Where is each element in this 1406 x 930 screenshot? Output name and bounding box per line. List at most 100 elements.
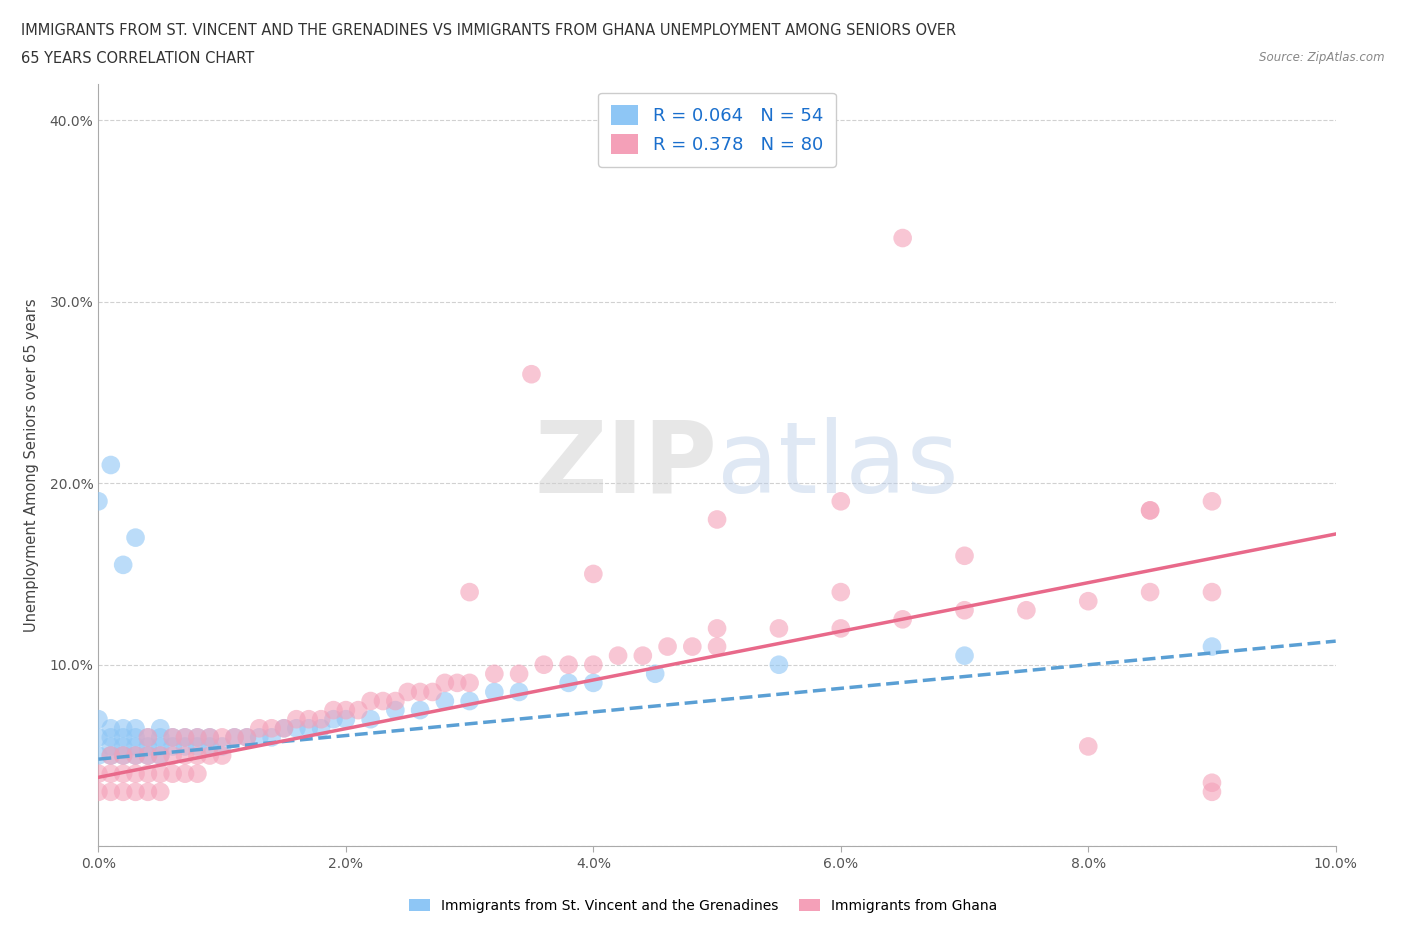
Point: [162, 748, 184, 763]
Point: [371, 694, 394, 709]
Point: [112, 748, 135, 763]
Point: [198, 739, 221, 754]
Point: [582, 675, 605, 690]
Point: [273, 721, 295, 736]
Point: [247, 730, 270, 745]
Point: [298, 721, 321, 736]
Point: [174, 739, 197, 754]
Point: [112, 766, 135, 781]
Point: [433, 694, 456, 709]
Point: [112, 557, 135, 572]
Point: [953, 648, 976, 663]
Point: [149, 721, 172, 736]
Point: [87, 784, 110, 799]
Point: [582, 658, 605, 672]
Point: [830, 621, 852, 636]
Point: [360, 711, 382, 726]
Point: [124, 730, 146, 745]
Point: [830, 494, 852, 509]
Point: [112, 748, 135, 763]
Point: [174, 748, 197, 763]
Point: [273, 721, 295, 736]
Point: [260, 721, 283, 736]
Point: [236, 730, 259, 745]
Point: [1201, 776, 1223, 790]
Point: [136, 730, 159, 745]
Point: [186, 730, 208, 745]
Point: [433, 675, 456, 690]
Legend: Immigrants from St. Vincent and the Grenadines, Immigrants from Ghana: Immigrants from St. Vincent and the Gren…: [404, 894, 1002, 919]
Point: [953, 603, 976, 618]
Point: [174, 730, 197, 745]
Point: [149, 739, 172, 754]
Point: [557, 675, 579, 690]
Point: [87, 766, 110, 781]
Point: [87, 711, 110, 726]
Point: [1015, 603, 1038, 618]
Point: [396, 684, 419, 699]
Point: [309, 721, 332, 736]
Point: [224, 730, 246, 745]
Point: [136, 784, 159, 799]
Point: [100, 730, 122, 745]
Point: [186, 748, 208, 763]
Legend: R = 0.064   N = 54, R = 0.378   N = 80: R = 0.064 N = 54, R = 0.378 N = 80: [599, 93, 835, 166]
Point: [224, 730, 246, 745]
Point: [1201, 639, 1223, 654]
Point: [174, 730, 197, 745]
Point: [508, 667, 530, 682]
Point: [186, 739, 208, 754]
Point: [1201, 494, 1223, 509]
Point: [557, 658, 579, 672]
Point: [124, 530, 146, 545]
Point: [458, 694, 481, 709]
Point: [360, 694, 382, 709]
Point: [1139, 503, 1161, 518]
Point: [347, 703, 370, 718]
Point: [891, 231, 914, 246]
Point: [162, 730, 184, 745]
Point: [198, 748, 221, 763]
Point: [458, 675, 481, 690]
Point: [124, 739, 146, 754]
Point: [1139, 585, 1161, 600]
Point: [112, 784, 135, 799]
Y-axis label: Unemployment Among Seniors over 65 years: Unemployment Among Seniors over 65 years: [24, 299, 38, 631]
Point: [136, 766, 159, 781]
Point: [136, 730, 159, 745]
Point: [186, 730, 208, 745]
Point: [124, 766, 146, 781]
Point: [309, 711, 332, 726]
Point: [458, 585, 481, 600]
Point: [162, 739, 184, 754]
Point: [124, 748, 146, 763]
Point: [100, 748, 122, 763]
Text: Source: ZipAtlas.com: Source: ZipAtlas.com: [1260, 51, 1385, 64]
Text: IMMIGRANTS FROM ST. VINCENT AND THE GRENADINES VS IMMIGRANTS FROM GHANA UNEMPLOY: IMMIGRANTS FROM ST. VINCENT AND THE GREN…: [21, 23, 956, 38]
Point: [162, 730, 184, 745]
Point: [211, 739, 233, 754]
Point: [124, 748, 146, 763]
Point: [508, 684, 530, 699]
Point: [198, 730, 221, 745]
Point: [644, 667, 666, 682]
Point: [124, 721, 146, 736]
Point: [87, 730, 110, 745]
Text: atlas: atlas: [717, 417, 959, 513]
Point: [891, 612, 914, 627]
Point: [706, 512, 728, 527]
Point: [384, 703, 406, 718]
Point: [136, 748, 159, 763]
Point: [174, 766, 197, 781]
Point: [100, 739, 122, 754]
Point: [681, 639, 703, 654]
Point: [112, 739, 135, 754]
Point: [520, 366, 543, 381]
Point: [87, 494, 110, 509]
Point: [136, 739, 159, 754]
Point: [236, 730, 259, 745]
Point: [149, 766, 172, 781]
Point: [149, 748, 172, 763]
Point: [87, 748, 110, 763]
Point: [768, 621, 790, 636]
